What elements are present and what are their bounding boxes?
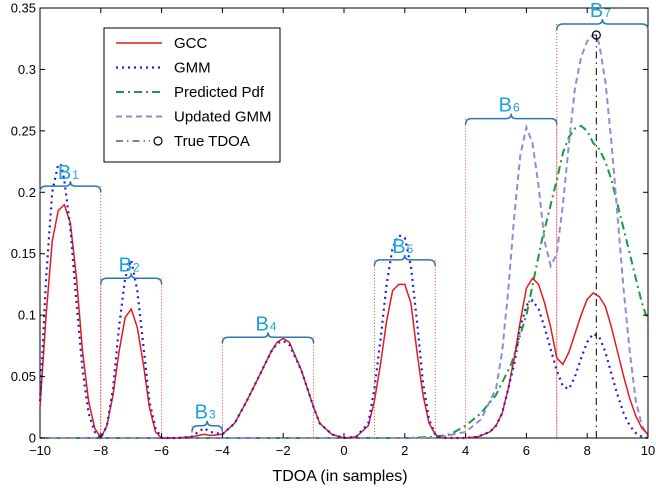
y-tick-label: 0.2 bbox=[18, 185, 36, 200]
true-tdoa-marker bbox=[591, 30, 601, 40]
segment-label-subscript: 1 bbox=[72, 168, 79, 182]
segment-label-subscript: 3 bbox=[209, 408, 216, 422]
segment-brace bbox=[100, 273, 163, 285]
y-tick-label: 0.3 bbox=[18, 62, 36, 77]
legend-label: Predicted Pdf bbox=[174, 84, 265, 101]
segment-label: B6 bbox=[499, 95, 520, 117]
legend-label: True TDOA bbox=[174, 133, 250, 150]
y-tick-label: 0 bbox=[29, 431, 36, 446]
segment-label: B3 bbox=[195, 402, 216, 424]
x-tick-label: 4 bbox=[462, 443, 469, 458]
series-gcc bbox=[39, 203, 649, 440]
segment-label: B1 bbox=[58, 162, 79, 184]
segment-label-subscript: 5 bbox=[407, 242, 414, 256]
segment-label-subscript: 7 bbox=[604, 6, 611, 20]
y-tick-label: 0.15 bbox=[11, 246, 36, 261]
x-tick-label: −8 bbox=[93, 443, 108, 458]
legend-marker bbox=[153, 136, 163, 146]
axes: −10 −8 −6 −4 −2 0 2 4 6 8 10 0 0.05 0.1 0.15 0.2 0.25 0.3… bbox=[11, 1, 656, 459]
series-layer bbox=[38, 34, 649, 440]
x-tick-label: −10 bbox=[29, 443, 51, 458]
series-updated-gmm bbox=[40, 34, 649, 439]
segment-label-subscript: 6 bbox=[513, 101, 520, 115]
segment-label: B7 bbox=[590, 0, 611, 22]
x-tick-label: −6 bbox=[154, 443, 169, 458]
x-tick-label: 2 bbox=[401, 443, 408, 458]
y-tick-label: 0.1 bbox=[18, 308, 36, 323]
true-tdoa-layer bbox=[591, 30, 601, 438]
y-tick-label: 0.35 bbox=[11, 1, 36, 16]
legend-label: GMM bbox=[174, 60, 211, 77]
segment-label-subscript: 2 bbox=[133, 260, 140, 274]
legend: GCC GMM Predicted Pdf Updated GMM True TDOA bbox=[103, 27, 281, 163]
segment-annotations: B1 B2 B3 B4 B5 B6 B7 bbox=[39, 0, 649, 432]
segment-label: B2 bbox=[119, 254, 140, 276]
x-tick-label: 6 bbox=[523, 443, 530, 458]
x-tick-label: −4 bbox=[215, 443, 230, 458]
x-tick-label: 8 bbox=[584, 443, 591, 458]
x-tick-label: −2 bbox=[276, 443, 291, 458]
segment-label: B5 bbox=[392, 236, 413, 258]
segment-brace bbox=[39, 181, 102, 193]
legend-box bbox=[103, 27, 281, 163]
x-tick-label: 10 bbox=[641, 443, 655, 458]
segment-label-subscript: 4 bbox=[270, 319, 277, 333]
segment-boundaries bbox=[100, 23, 558, 438]
series-gmm bbox=[38, 162, 649, 440]
x-tick-label: 0 bbox=[340, 443, 347, 458]
legend-label: GCC bbox=[174, 35, 208, 52]
x-axis-label: TDOA (in samples) bbox=[272, 468, 407, 485]
segment-label: B4 bbox=[255, 313, 276, 335]
legend-label: Updated GMM bbox=[174, 109, 272, 126]
y-tick-label: 0.25 bbox=[11, 123, 36, 138]
y-tick-label: 0.05 bbox=[11, 369, 36, 384]
